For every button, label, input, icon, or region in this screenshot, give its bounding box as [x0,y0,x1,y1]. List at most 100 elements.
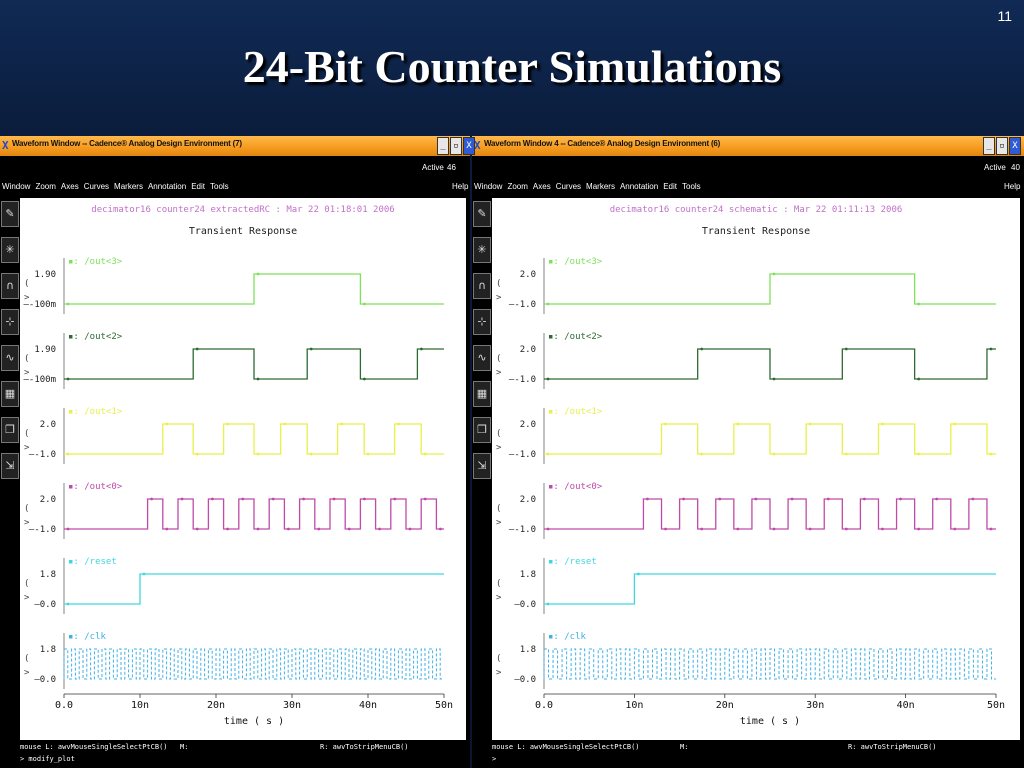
data-marker [989,527,993,531]
data-marker [546,377,550,381]
status-mouse-middle: M: [680,743,689,751]
menu-edit[interactable]: Edit [663,182,677,191]
maximize-icon[interactable]: ▫ [450,137,462,155]
menu-items: Window Zoom Axes Curves Markers Annotati… [2,182,229,191]
data-marker [881,527,884,531]
strip-handle: > [496,593,502,603]
x-tick-label: 30n [806,700,824,711]
data-marker [917,527,921,531]
data-marker [736,527,740,531]
waveform-icon[interactable]: ∿ [473,345,491,371]
y-tick-label: —-1.0 [509,450,536,460]
data-marker [844,527,848,531]
waveform-window-left: X Waveform Window -- Cadence® Analog Des… [0,136,470,768]
series-label: ▪: /out<0> [68,482,123,492]
close-icon[interactable]: X [463,137,475,155]
menu-markers[interactable]: Markers [114,182,143,191]
x-axis-label: time ( s ) [224,716,284,727]
menu-annotation[interactable]: Annotation [619,182,659,191]
menu-tools[interactable]: Tools [210,182,229,191]
data-marker [808,422,812,426]
series-line [64,573,444,605]
command-line[interactable]: > [490,754,1024,766]
close-icon[interactable]: X [1009,137,1021,155]
menu-curves[interactable]: Curves [83,182,110,191]
data-marker [271,497,275,501]
menu-axes[interactable]: Axes [60,182,79,191]
data-marker [953,527,957,531]
minimize-icon[interactable]: _ [983,137,995,155]
data-marker [844,452,848,456]
table-icon[interactable]: ▦ [1,381,19,407]
series-label: ▪: /reset [548,557,597,567]
menu-markers[interactable]: Markers [586,182,615,191]
strip-handle: > [24,668,30,678]
data-marker [363,497,366,501]
series-label: ▪: /out<2> [68,332,123,342]
data-marker [309,452,313,456]
menu-window[interactable]: Window [2,182,31,191]
data-marker [700,527,704,531]
status-mouse-right: R: awvToStripMenuCB() [848,743,937,751]
data-marker [935,497,939,501]
strip-handle: ( [24,279,29,289]
plot-header: decimator16 counter24 extractedRC : Mar … [91,205,394,215]
marker-icon[interactable]: ⊹ [473,309,491,335]
crosshair-icon[interactable]: ✳ [1,237,19,263]
export-icon[interactable]: ⇲ [473,453,491,479]
series-label: ▪: /out<3> [548,257,603,267]
menu-bar: Window Zoom Axes Curves Markers Annotati… [472,178,1024,196]
strip-handle: > [24,518,30,528]
menu-window[interactable]: Window [474,182,503,191]
pen-icon[interactable]: ✎ [473,201,491,227]
window-controls: _ ▫ X [437,137,475,155]
pen-icon[interactable]: ✎ [1,201,19,227]
waveform-icon[interactable]: ∿ [1,345,19,371]
data-marker [397,422,400,426]
data-marker [309,347,313,351]
y-tick-label: —-1.0 [509,375,536,385]
table-icon[interactable]: ▦ [473,381,491,407]
menu-zoom[interactable]: Zoom [35,182,56,191]
series-line [64,498,444,530]
title-bar[interactable]: X Waveform Window -- Cadence® Analog Des… [0,136,470,156]
menu-help[interactable]: Help [1004,182,1021,191]
data-marker [546,602,550,606]
magnet-icon[interactable]: ∩ [1,273,19,299]
menu-axes[interactable]: Axes [532,182,551,191]
plot-area[interactable]: decimator16 counter24 extractedRC : Mar … [20,198,466,743]
copy-icon[interactable]: ❐ [473,417,491,443]
copy-icon[interactable]: ❐ [1,417,19,443]
waveform-chart[interactable]: decimator16 counter24 extractedRC : Mar … [20,198,466,743]
status-mouse-right: R: awvToStripMenuCB() [320,743,409,751]
data-marker [283,422,286,426]
menu-curves[interactable]: Curves [555,182,582,191]
export-icon[interactable]: ⇲ [1,453,19,479]
crosshair-icon[interactable]: ✳ [473,237,491,263]
series-label: ▪: /out<3> [68,257,123,267]
data-marker [772,272,776,276]
title-bar[interactable]: X Waveform Window 4 -- Cadence® Analog D… [472,136,1024,156]
series-line [543,648,996,680]
menu-zoom[interactable]: Zoom [507,182,528,191]
data-marker [863,497,866,501]
data-marker [66,377,70,381]
menu-edit[interactable]: Edit [191,182,205,191]
window-title: Waveform Window 4 -- Cadence® Analog Des… [484,139,721,148]
data-marker [66,302,70,306]
slide-title: 24-Bit Counter Simulations [242,41,782,92]
menu-help[interactable]: Help [452,182,469,191]
y-tick-label: 2.0 [40,495,56,505]
series-label: ▪: /reset [68,557,117,567]
maximize-icon[interactable]: ▫ [996,137,1008,155]
command-line[interactable]: > modify_plot [18,754,470,766]
menu-annotation[interactable]: Annotation [147,182,187,191]
minimize-icon[interactable]: _ [437,137,449,155]
plot-area[interactable]: decimator16 counter24 schematic : Mar 22… [492,198,1020,743]
waveform-chart[interactable]: decimator16 counter24 schematic : Mar 22… [492,198,1020,743]
marker-icon[interactable]: ⊹ [1,309,19,335]
series-line [544,498,996,530]
plot-title: Transient Response [702,226,810,237]
menu-tools[interactable]: Tools [682,182,701,191]
magnet-icon[interactable]: ∩ [473,273,491,299]
